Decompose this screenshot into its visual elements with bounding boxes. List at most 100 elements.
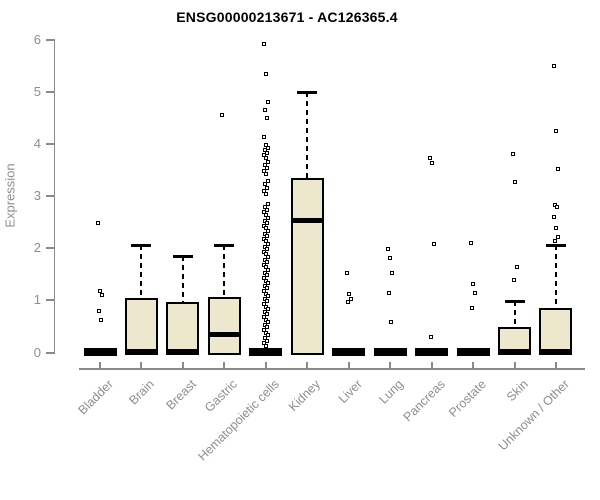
outlier-point bbox=[264, 260, 269, 265]
outlier-point bbox=[431, 242, 436, 246]
outlier-point bbox=[510, 152, 515, 157]
outlier-point bbox=[263, 171, 268, 176]
whisker-5 bbox=[306, 92, 309, 179]
outlier-point bbox=[470, 306, 475, 311]
outlier-point bbox=[553, 129, 558, 134]
outlier-point bbox=[265, 294, 270, 299]
outlier-point bbox=[265, 268, 270, 273]
x-axis-tick bbox=[140, 362, 143, 369]
outlier-point bbox=[427, 155, 432, 160]
outlier-point bbox=[551, 215, 556, 220]
outlier-point bbox=[220, 112, 225, 117]
whisker-cap-1 bbox=[131, 244, 152, 248]
outlier-point bbox=[386, 247, 391, 252]
outlier-point bbox=[553, 226, 558, 231]
x-axis-tick bbox=[513, 362, 516, 369]
whisker-11 bbox=[554, 245, 557, 308]
chart-title: ENSG00000213671 - AC126365.4 bbox=[176, 9, 398, 25]
outlier-point bbox=[344, 271, 349, 276]
y-axis-tick bbox=[46, 351, 54, 354]
box-flat-6 bbox=[332, 348, 366, 356]
y-axis-tick bbox=[46, 299, 54, 302]
outlier-point bbox=[265, 281, 270, 286]
median-line-11 bbox=[539, 349, 573, 355]
outlier-point bbox=[387, 291, 392, 296]
y-tick-label: 0 bbox=[33, 344, 41, 360]
outlier-point bbox=[511, 278, 516, 282]
outlier-point bbox=[264, 185, 269, 190]
outlier-point bbox=[388, 256, 393, 261]
outlier-point bbox=[264, 299, 269, 304]
outlier-point bbox=[264, 312, 269, 317]
y-tick-label: 6 bbox=[33, 31, 41, 47]
outlier-point bbox=[265, 215, 270, 220]
median-line-3 bbox=[207, 332, 241, 338]
x-axis-tick bbox=[99, 362, 101, 369]
x-axis-tick bbox=[472, 362, 475, 369]
box-3 bbox=[207, 297, 241, 355]
y-tick-label: 3 bbox=[33, 188, 41, 203]
outlier-point bbox=[265, 307, 270, 312]
y-axis-tick bbox=[46, 247, 54, 250]
outlier-point bbox=[264, 234, 269, 239]
outlier-point bbox=[265, 228, 270, 233]
outlier-point bbox=[265, 159, 270, 164]
outlier-point bbox=[512, 179, 517, 184]
y-axis-tick bbox=[46, 142, 54, 145]
outlier-point bbox=[348, 296, 353, 301]
median-line-1 bbox=[124, 349, 158, 355]
outlier-point bbox=[552, 239, 557, 244]
outlier-point bbox=[345, 300, 350, 305]
median-line-2 bbox=[166, 349, 200, 355]
whisker-10 bbox=[513, 300, 516, 328]
x-axis-tick bbox=[554, 362, 557, 369]
outlier-point bbox=[261, 135, 266, 140]
box-flat-9 bbox=[456, 348, 490, 356]
outlier-point bbox=[264, 150, 269, 155]
outlier-point bbox=[97, 309, 101, 314]
outlier-point bbox=[264, 207, 269, 212]
whisker-cap-10 bbox=[504, 299, 525, 303]
outlier-point bbox=[514, 264, 519, 269]
outlier-point bbox=[551, 64, 556, 69]
whisker-2 bbox=[181, 256, 184, 303]
outlier-point bbox=[554, 204, 559, 209]
outlier-point bbox=[555, 235, 560, 240]
outlier-point bbox=[263, 155, 268, 160]
outlier-point bbox=[262, 108, 267, 113]
outlier-point bbox=[265, 333, 270, 338]
y-tick-label: 4 bbox=[33, 135, 41, 151]
outlier-point bbox=[471, 282, 476, 287]
box-flat-8 bbox=[415, 348, 449, 356]
whisker-cap-3 bbox=[214, 244, 235, 248]
outlier-point bbox=[264, 338, 269, 343]
outlier-point bbox=[99, 317, 103, 322]
y-axis-tick bbox=[46, 195, 54, 197]
x-axis-tick bbox=[430, 362, 433, 369]
y-axis-tick bbox=[46, 38, 54, 41]
outlier-point bbox=[262, 182, 267, 187]
x-axis-tick bbox=[223, 362, 226, 369]
outlier-point bbox=[264, 247, 269, 252]
outlier-point bbox=[98, 288, 102, 293]
median-line-5 bbox=[290, 217, 324, 223]
x-axis-tick bbox=[264, 362, 267, 369]
outlier-point bbox=[100, 292, 104, 297]
box-flat-4 bbox=[249, 348, 283, 356]
outlier-point bbox=[389, 319, 394, 324]
outlier-point bbox=[261, 42, 266, 47]
outlier-point bbox=[390, 271, 395, 276]
whisker-3 bbox=[223, 245, 226, 298]
box-5 bbox=[290, 178, 324, 355]
box-11 bbox=[539, 307, 573, 355]
x-axis-line bbox=[79, 368, 585, 370]
outlier-point bbox=[263, 343, 268, 348]
outlier-point bbox=[264, 273, 269, 278]
y-tick-label: 2 bbox=[33, 240, 41, 256]
outlier-point bbox=[265, 242, 270, 246]
outlier-point bbox=[263, 192, 268, 197]
y-axis-tick bbox=[46, 90, 54, 93]
y-axis-line bbox=[53, 39, 55, 354]
median-line-10 bbox=[498, 349, 531, 355]
